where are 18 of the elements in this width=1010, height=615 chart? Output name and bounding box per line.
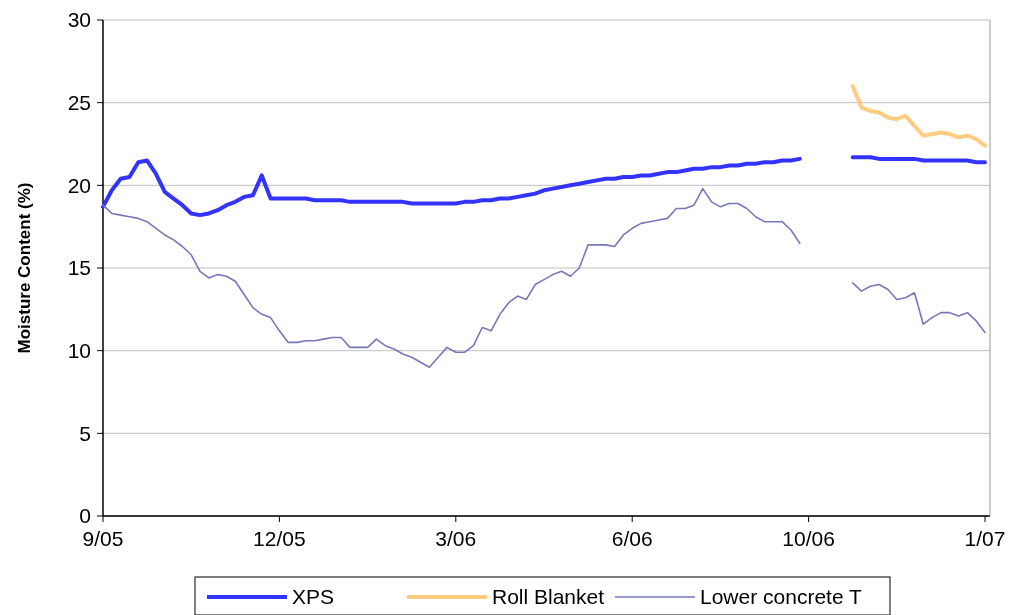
x-tick-label: 12/05 [253, 527, 306, 550]
y-tick-label: 5 [79, 421, 91, 445]
legend-label: XPS [292, 585, 335, 609]
x-tick-label: 6/06 [611, 527, 653, 550]
y-tick-label: 10 [67, 339, 91, 363]
y-tick-label: 20 [67, 173, 91, 197]
x-tick-label: 10/06 [782, 527, 835, 550]
legend-label: Lower concrete T [700, 585, 863, 609]
y-tick-label: 30 [67, 8, 91, 32]
legend-label: Roll Blanket [492, 585, 605, 609]
y-tick-label: 15 [67, 256, 91, 280]
y-tick-label: 0 [79, 504, 91, 528]
line-series [850, 84, 987, 148]
y-axis-title: Moisture Content (%) [15, 182, 34, 354]
x-tick-label: 9/05 [82, 527, 124, 550]
y-tick-label: 25 [67, 91, 91, 115]
x-tick-label: 1/07 [964, 527, 1006, 550]
x-tick-label: 3/06 [435, 527, 477, 550]
